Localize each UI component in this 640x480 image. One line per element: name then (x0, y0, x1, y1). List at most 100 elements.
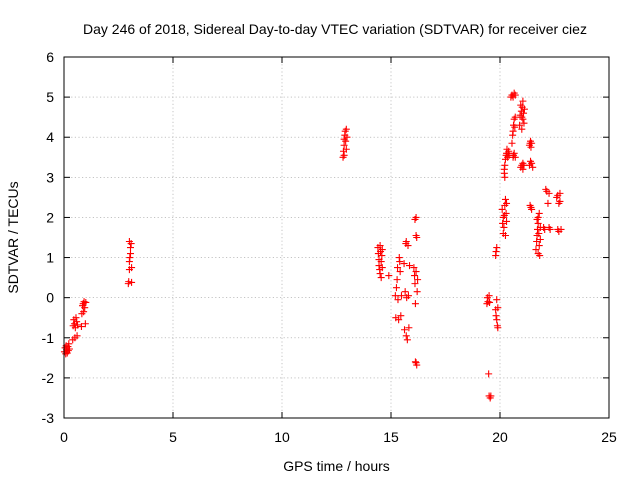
data-point (494, 304, 502, 312)
data-point (487, 392, 495, 400)
data-point (378, 264, 386, 272)
data-point (376, 270, 384, 278)
data-point (494, 324, 502, 332)
data-point (401, 288, 409, 296)
data-point (73, 318, 81, 326)
data-point (544, 199, 552, 207)
data-point (493, 296, 501, 304)
data-point (508, 139, 516, 147)
data-points (60, 89, 565, 402)
x-tick-label: 25 (601, 429, 617, 445)
data-point (396, 268, 404, 276)
data-point (413, 288, 421, 296)
data-point (414, 276, 422, 284)
data-point (502, 209, 510, 217)
data-point (340, 141, 348, 149)
data-point (518, 125, 526, 133)
data-point (536, 236, 544, 244)
data-point (404, 292, 412, 300)
y-tick-label: -1 (42, 330, 55, 346)
data-point (528, 205, 536, 213)
data-point (485, 370, 493, 378)
data-point (394, 264, 402, 272)
data-point (74, 321, 82, 329)
data-point (397, 292, 405, 300)
data-point (343, 133, 351, 141)
data-point (501, 161, 509, 169)
data-point (520, 105, 528, 113)
data-point (73, 332, 81, 340)
data-point (528, 139, 536, 147)
data-point (412, 268, 420, 276)
data-point (509, 127, 517, 135)
data-point (411, 300, 419, 308)
data-point (511, 153, 519, 161)
y-tick-label: 4 (46, 129, 54, 145)
data-point (511, 91, 519, 99)
y-tick-label: 1 (46, 250, 54, 266)
data-point (406, 262, 414, 270)
data-point (535, 209, 543, 217)
data-point (412, 359, 420, 367)
data-point (411, 272, 419, 280)
data-point (527, 143, 535, 151)
data-point (401, 326, 409, 334)
data-point (126, 254, 134, 262)
data-point (396, 258, 404, 266)
data-point (342, 137, 350, 145)
data-point (535, 229, 543, 237)
data-point (404, 242, 412, 250)
data-point (377, 258, 385, 266)
data-point (125, 238, 133, 246)
data-point (128, 264, 136, 272)
y-tick-label: 3 (46, 169, 54, 185)
data-point (534, 250, 542, 258)
data-point (485, 292, 493, 300)
data-point (520, 109, 528, 117)
data-point (510, 149, 518, 157)
data-point (378, 246, 386, 254)
data-point (81, 320, 89, 328)
data-point (128, 278, 136, 286)
data-point (492, 312, 500, 320)
x-tick-label: 5 (169, 429, 177, 445)
data-point (493, 316, 501, 324)
data-point (342, 125, 350, 133)
data-point (516, 121, 524, 129)
data-point (80, 308, 88, 316)
axis-ticks: 0 5 10 15 20 25 -3 -2 -1 0 1 2 3 4 5 6 (42, 49, 617, 445)
data-point (393, 276, 401, 284)
data-point (511, 123, 519, 131)
data-point (402, 238, 410, 246)
data-point (556, 189, 564, 197)
data-point (378, 252, 386, 260)
data-point (64, 347, 72, 355)
data-point (498, 205, 506, 213)
data-point (492, 248, 500, 256)
y-tick-label: 6 (46, 49, 54, 65)
data-point (395, 316, 403, 324)
data-point (410, 264, 418, 272)
data-point (77, 323, 85, 331)
data-point (503, 199, 511, 207)
x-axis-label: GPS time / hours (283, 458, 390, 474)
data-point (500, 223, 508, 231)
data-point (546, 225, 554, 233)
grid-lines (64, 57, 609, 418)
data-point (533, 238, 541, 246)
data-point (545, 189, 553, 197)
data-point (501, 195, 509, 203)
data-point (397, 312, 405, 320)
data-point (493, 244, 501, 252)
data-point (519, 97, 527, 105)
data-point (377, 274, 385, 282)
data-point (400, 260, 408, 268)
data-point (72, 314, 80, 322)
data-point (65, 345, 73, 353)
data-point (501, 173, 509, 181)
data-point (499, 219, 507, 227)
data-point (342, 145, 350, 153)
data-point (81, 304, 89, 312)
data-point (391, 292, 399, 300)
